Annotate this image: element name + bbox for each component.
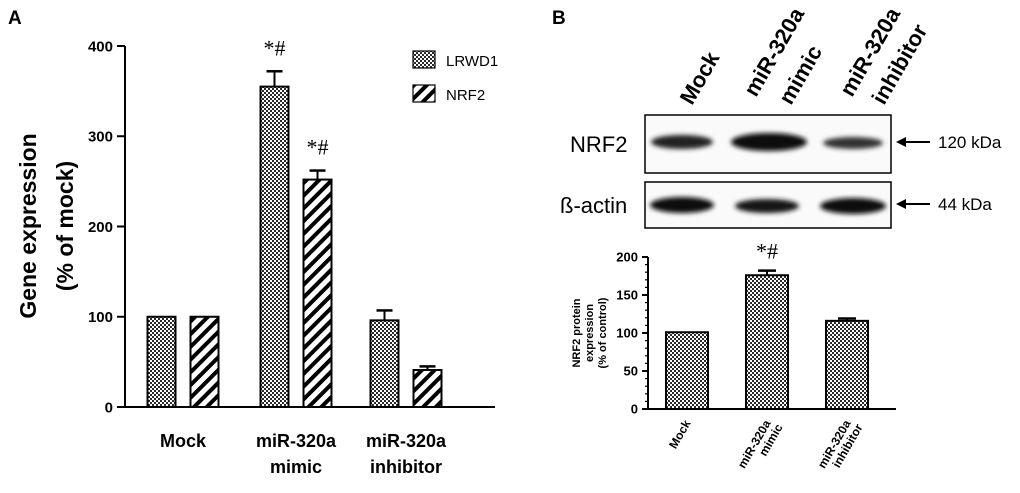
bar-nrf2-mir-320a-inhibitor: [412, 368, 443, 408]
panel-a-ylabel-line1: Gene expression: [15, 133, 41, 318]
blot-size-bactin: 44 kDa: [938, 195, 992, 214]
y-tick-label: 100: [616, 326, 638, 341]
blot-band-nrf2-mock: [651, 135, 713, 149]
x-tick-label-mir-320a-mimic-line2: mimic: [270, 457, 322, 477]
x-tick-label-mir-320a-inhibitor-line1: miR-320a: [366, 431, 447, 451]
arrow-bactin-head: [896, 199, 906, 209]
panel-a-chart: 0 100 200 300 400 Mock *# *# miR-320a mimic miR-32…: [88, 35, 495, 477]
y-tick-label: 100: [88, 309, 113, 326]
bar-value-mir-320a-inhibitor: [825, 319, 869, 410]
y-tick-label: 0: [105, 399, 113, 416]
significance-marker: *#: [307, 135, 329, 160]
blot-band-bactin-mimic: [735, 199, 799, 213]
blot-row-label-nrf2: NRF2: [570, 132, 627, 157]
panel-label-a: A: [8, 8, 22, 29]
panel-b-ylabel-line3: (% of control): [597, 297, 609, 368]
bar-lrwd1-mir-320a-mimic: [259, 85, 290, 409]
legend-swatch-nrf2: [412, 84, 436, 103]
legend-label-lrwd1: LRWD1: [446, 53, 498, 70]
y-tick-label: 200: [616, 250, 638, 265]
y-tick-label: 150: [616, 288, 638, 303]
blot-size-nrf2: 120 kDa: [938, 133, 1002, 152]
bar-nrf2-mock: [189, 315, 220, 408]
blot-band-bactin-mock: [650, 197, 714, 213]
bar-lrwd1-mir-320a-inhibitor: [369, 319, 400, 408]
y-tick-label: 200: [88, 219, 113, 236]
blot-band-bactin-inhibitor: [820, 198, 886, 214]
bar-nrf2-mir-320a-mimic: [302, 178, 333, 408]
legend-swatch-lrwd1: [412, 50, 436, 69]
x-tick-label-mir-320a-inhibitor-line2: inhibitor: [370, 457, 442, 477]
western-blot: Mock miR-320a mimic miR-320a inhibitor N…: [560, 3, 1002, 229]
arrow-nrf2-head: [896, 137, 906, 147]
blot-row-label-bactin: ß-actin: [560, 193, 627, 218]
x-tick-label-mir-320a-mimic-line1: miR-320a: [256, 431, 337, 451]
bar-value-mir-320a-mimic: [745, 274, 789, 410]
panel-b-ylabel-line2: expression: [584, 304, 596, 362]
bar-lrwd1-mock: [146, 315, 177, 408]
blot-lane-mock: Mock: [675, 47, 725, 109]
panel-b-ylabel-line1: NRF2 protein: [571, 298, 583, 367]
panel-a-legend: LRWD1 NRF2: [412, 50, 498, 104]
y-tick-label: 300: [88, 129, 113, 146]
panel-label-b: B: [552, 8, 566, 29]
y-tick-label: 50: [624, 364, 638, 379]
significance-marker: *#: [756, 239, 778, 264]
blot-band-nrf2-inhibitor: [823, 137, 883, 149]
y-tick-label: 400: [88, 38, 113, 55]
x-tick-label-mock-line1: Mock: [666, 417, 694, 451]
blot-band-nrf2-mimic: [731, 133, 807, 151]
significance-marker: *#: [264, 35, 286, 60]
x-tick-label-mock-line1: Mock: [160, 431, 207, 451]
panel-a-ylabel-line2: (% of mock): [52, 161, 78, 291]
legend-label-nrf2: NRF2: [446, 87, 485, 104]
bar-value-mock: [665, 331, 709, 410]
y-tick-label: 0: [631, 402, 638, 417]
